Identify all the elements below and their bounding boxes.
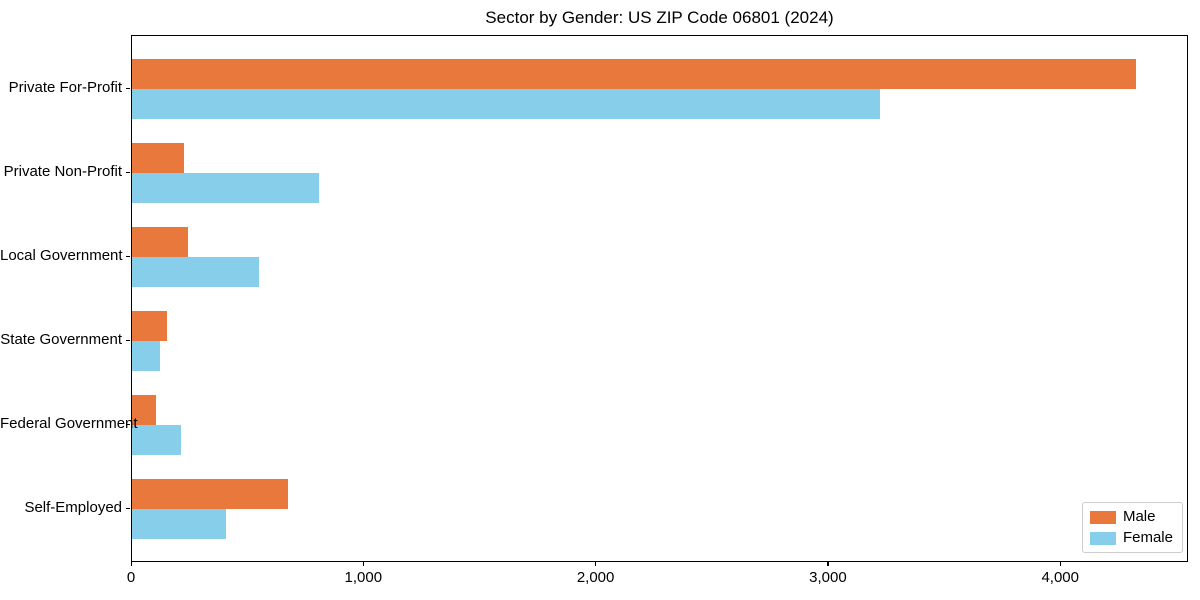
bar-female-state-government <box>132 341 161 371</box>
y-label-federal-government: Federal Government <box>0 415 138 432</box>
y-label-state-government: State Government <box>0 331 122 348</box>
bar-male-local-government <box>132 227 188 257</box>
y-tick-private-non-profit <box>126 171 130 173</box>
bar-male-state-government <box>132 311 167 341</box>
y-tick-private-for-profit <box>126 87 130 89</box>
bar-female-self-employed <box>132 509 227 539</box>
y-label-private-for-profit: Private For-Profit <box>8 79 122 96</box>
bar-male-federal-government <box>132 395 157 425</box>
bar-male-private-for-profit <box>132 59 1136 89</box>
bar-female-private-non-profit <box>132 173 319 203</box>
y-tick-local-government <box>126 255 130 257</box>
legend: Male Female <box>1081 502 1183 553</box>
legend-label-female: Female <box>1122 529 1173 546</box>
x-tick-1000 <box>362 562 364 566</box>
plot-area <box>131 35 1188 562</box>
y-tick-self-employed <box>126 507 130 509</box>
y-tick-state-government <box>126 339 130 341</box>
y-label-self-employed: Self-Employed <box>24 499 122 516</box>
legend-label-male: Male <box>1122 508 1156 525</box>
x-tick-label-1000: 1,000 <box>344 569 383 586</box>
legend-swatch-male <box>1089 510 1116 524</box>
bar-female-local-government <box>132 257 259 287</box>
y-label-local-government: Local Government <box>0 247 123 264</box>
legend-swatch-female <box>1089 531 1116 545</box>
x-tick-2000 <box>595 562 597 566</box>
x-tick-label-3000: 3,000 <box>809 569 847 586</box>
y-tick-federal-government <box>126 423 130 425</box>
bar-female-private-for-profit <box>132 89 881 119</box>
x-tick-3000 <box>827 562 829 566</box>
x-tick-label-2000: 2,000 <box>576 569 615 586</box>
x-tick-0 <box>130 562 132 566</box>
x-tick-4000 <box>1059 562 1061 566</box>
legend-item-female: Female <box>1089 529 1173 546</box>
x-tick-label-4000: 4,000 <box>1041 569 1079 586</box>
bar-male-self-employed <box>132 479 288 509</box>
bar-male-private-non-profit <box>132 143 185 173</box>
x-tick-label-0: 0 <box>126 569 136 586</box>
chart-title: Sector by Gender: US ZIP Code 06801 (202… <box>485 8 834 27</box>
legend-item-male: Male <box>1089 508 1173 525</box>
bar-female-federal-government <box>132 425 181 455</box>
y-label-private-non-profit: Private Non-Profit <box>3 163 122 180</box>
